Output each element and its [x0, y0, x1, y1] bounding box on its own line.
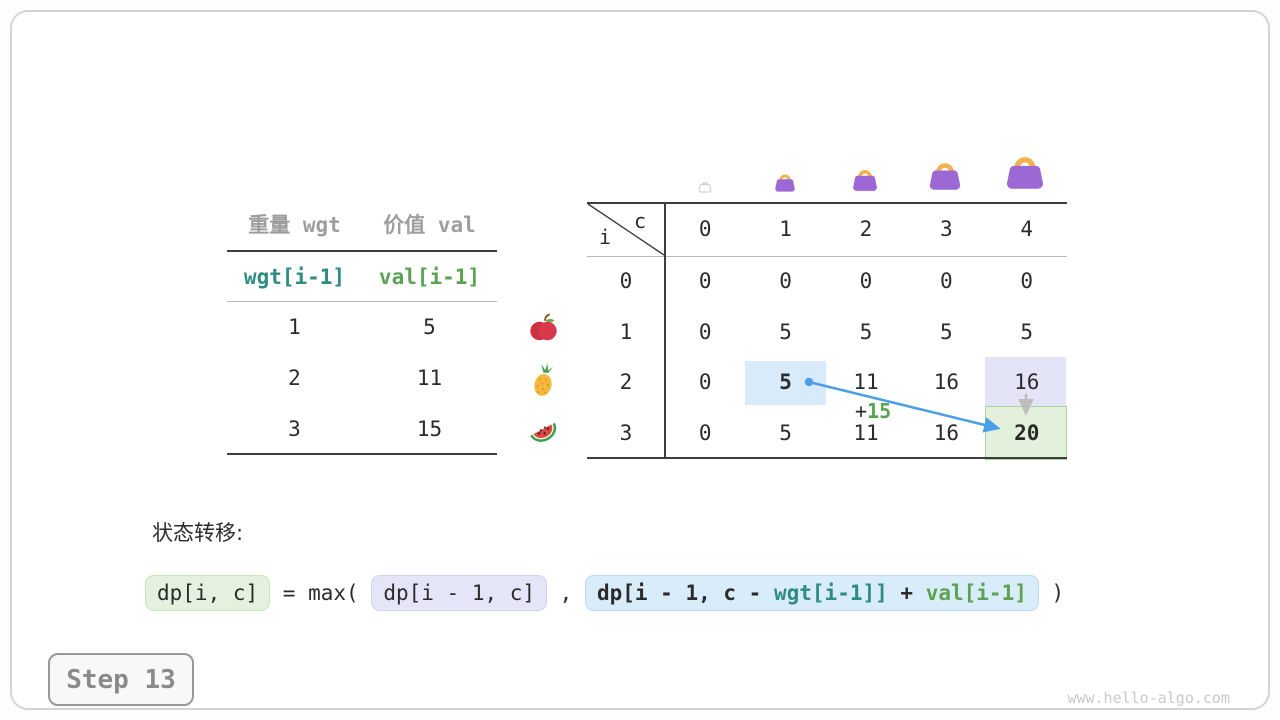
bag-capacity-3-icon [929, 163, 961, 190]
dp-col-header: 2 [859, 217, 873, 241]
item-wgt: 2 [288, 366, 301, 390]
items-index-val: val[i-1] [378, 265, 481, 289]
dp-col-header: 1 [779, 217, 792, 241]
added-value-annotation: +15 [855, 399, 891, 423]
dp-corner-diagonal [587, 203, 665, 256]
item-wgt: 1 [288, 315, 301, 339]
items-table-header: 重量 wgt 价值 val [227, 198, 497, 252]
items-index-row: wgt[i-1] val[i-1] [227, 252, 497, 302]
dp-cell-2-1: 5 [779, 370, 792, 394]
bag-capacity-4-icon [1006, 157, 1044, 189]
formula-arg1-box: dp[i - 1, c] [371, 575, 548, 611]
dp-cell-3-1: 5 [779, 420, 792, 445]
formula-lhs-box: dp[i, c] [145, 575, 271, 611]
items-row-watermelon: 3 15 [227, 404, 497, 455]
dp-cell-2-0: 0 [698, 370, 712, 394]
dp-col-header: 0 [698, 217, 712, 241]
items-row-pineapple: 2 11 [227, 353, 497, 404]
dp-table-body: 0 0 0 0 0 0 1 0 5 5 5 5 2 0 5 11 16 16 3… [587, 256, 1067, 458]
formula-eq-max: = max( [270, 581, 372, 605]
dp-table-header-rule [587, 256, 1067, 257]
items-col-weight: 重量 wgt [248, 213, 341, 237]
dp-cell-3-4: 20 [1014, 420, 1040, 445]
dp-row-header: 1 [619, 319, 633, 344]
items-col-value: 价值 val [383, 213, 476, 237]
card: 重量 wgt 价值 val wgt[i-1] val[i-1] 1 5 2 11… [10, 10, 1270, 710]
dp-cell-3-0: 0 [698, 420, 712, 445]
formula-close-paren: ) [1038, 581, 1065, 605]
bag-capacity-1-icon [775, 174, 795, 192]
dp-cell-0-3: 0 [940, 269, 953, 293]
dp-cell-1-2: 5 [859, 319, 873, 344]
bag-capacity-2-icon [853, 170, 877, 191]
dp-table-bottom-rule [587, 457, 1067, 459]
step-badge: Step 13 [48, 653, 194, 706]
formula-arg2-plus: + [887, 581, 926, 605]
added-value: 15 [867, 399, 892, 423]
dp-col-var-label: c [634, 209, 647, 233]
dp-table-top-rule [587, 202, 1067, 204]
formula-comma: , [547, 581, 585, 605]
formula-arg2-wgt: wgt[i-1]] [773, 581, 888, 605]
dp-cell-2-4: 16 [1014, 370, 1040, 394]
dp-cell-1-1: 5 [779, 319, 792, 344]
item-wgt: 3 [288, 417, 301, 441]
watermark: www.hello-algo.com [1067, 689, 1230, 707]
transition-heading: 状态转移: [152, 521, 244, 545]
formula-arg2-box: dp[i - 1, c - wgt[i-1]] + val[i-1] [584, 575, 1039, 611]
formula-arg2-prefix: dp[i - 1, c - [596, 581, 774, 605]
bag-capacity-0-icon [698, 181, 712, 193]
dp-row-header: 0 [619, 269, 633, 293]
dp-col-header: 3 [940, 217, 953, 241]
dp-row-var-label: i [599, 225, 612, 249]
items-index-wgt: wgt[i-1] [243, 265, 346, 289]
dp-column-headers: 0 1 2 3 4 [665, 203, 1067, 256]
transition-formula: dp[i, c] = max( dp[i - 1, c] , dp[i - 1,… [145, 572, 1064, 614]
dp-cell-0-1: 0 [779, 269, 792, 293]
dp-table-vertical-rule [664, 202, 666, 459]
step-label: Step 13 [66, 664, 176, 695]
item-val: 15 [416, 417, 443, 441]
plus-sign: + [855, 399, 868, 423]
dp-cell-0-2: 0 [859, 269, 873, 293]
dp-row-header: 2 [619, 370, 633, 394]
dp-col-header: 4 [1020, 217, 1034, 241]
items-row-apple: 1 5 [227, 302, 497, 353]
watermelon-icon [530, 422, 557, 442]
pineapple-icon [534, 363, 553, 396]
items-table: 重量 wgt 价值 val wgt[i-1] val[i-1] 1 5 2 11… [227, 198, 497, 455]
dp-cell-1-3: 5 [940, 319, 953, 344]
dp-cell-0-4: 0 [1020, 269, 1034, 293]
item-val: 11 [416, 366, 443, 390]
dp-cell-1-0: 0 [698, 319, 712, 344]
dp-cell-1-4: 5 [1020, 319, 1034, 344]
formula-arg2-val: val[i-1] [925, 581, 1027, 605]
apple-icon [530, 313, 557, 341]
dp-cell-0-0: 0 [698, 269, 712, 293]
dp-cell-2-3: 16 [933, 370, 960, 394]
dp-cell-3-3: 16 [933, 420, 960, 445]
dp-row-header: 3 [619, 420, 633, 445]
item-val: 5 [423, 315, 436, 339]
